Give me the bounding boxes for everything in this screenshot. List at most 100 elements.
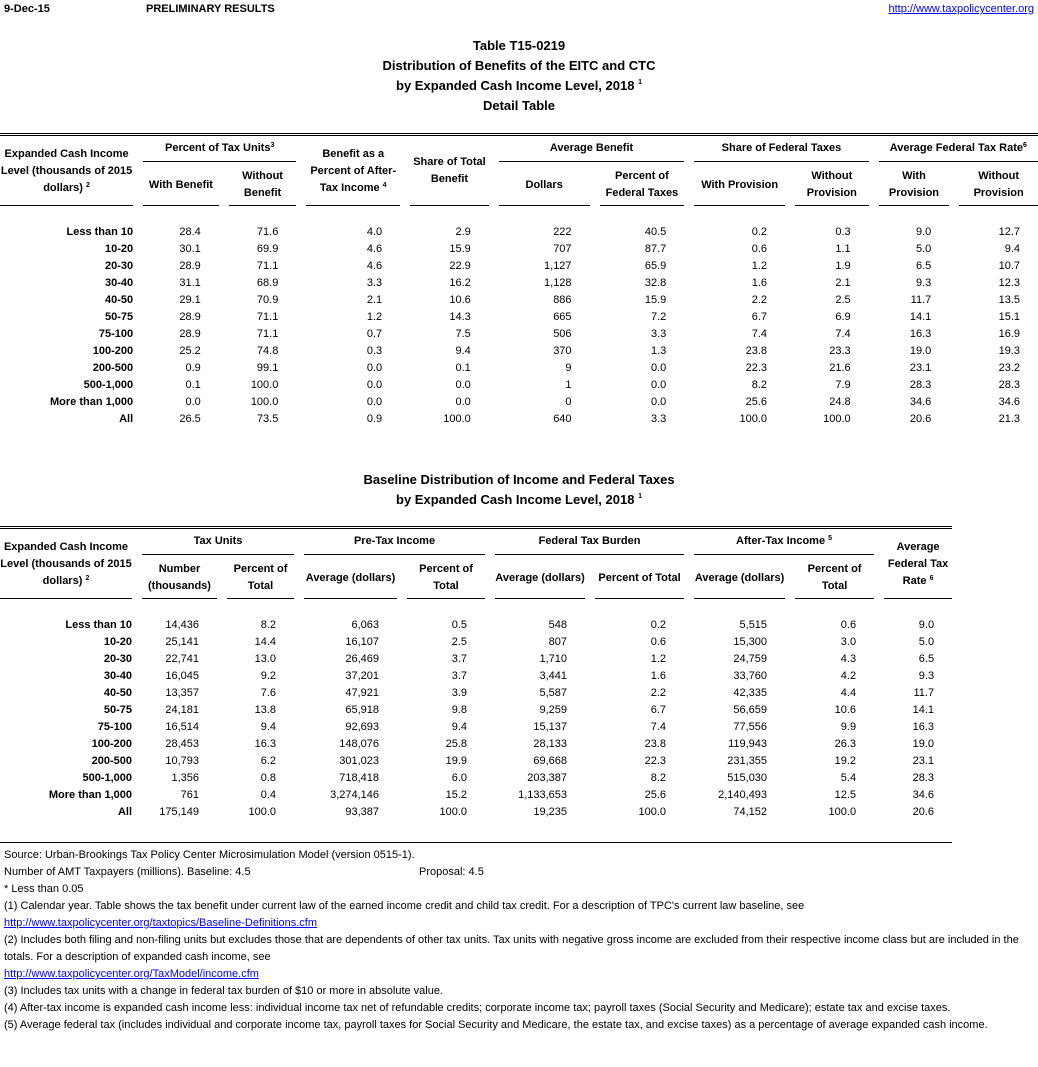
- table-row: 200-500 10,793 6.2 301,023 19.9 69,668 22.3 231…: [0, 753, 952, 770]
- row-label: 20-30: [104, 260, 134, 272]
- table-cell: 23.8: [644, 738, 667, 750]
- table-row: 50-75 24,181 13.8 65,918 9.8 9,259 6.7 56,659 10…: [0, 702, 952, 719]
- table-cell: 21.6: [829, 362, 851, 374]
- table-cell: 6.7: [751, 311, 768, 323]
- table-cell: 0.1: [455, 362, 471, 374]
- table-cell: 42,335: [733, 687, 768, 699]
- pct-total-header: Percent of Total: [795, 555, 875, 599]
- table-cell: 4.6: [366, 260, 383, 272]
- footnote-4: (4) After-tax income is expanded cash in…: [4, 1002, 951, 1014]
- table-cell: 7.2: [650, 311, 667, 323]
- table1-title: Table T15-0219 Distribution of Benefits …: [0, 36, 1038, 116]
- table-cell: 23.2: [998, 362, 1020, 374]
- table-cell: 100.0: [248, 806, 277, 818]
- table-title: Baseline Distribution of Income and Fede…: [363, 472, 675, 487]
- table-cell: 1,128: [544, 277, 572, 289]
- dollars-header: Dollars: [498, 162, 590, 206]
- table-cell: 6.2: [260, 755, 277, 767]
- table-cell: 718,418: [339, 772, 380, 784]
- table-cell: 14.4: [254, 636, 277, 648]
- table-cell: 16.2: [449, 277, 471, 289]
- table-cell: 28.9: [179, 260, 201, 272]
- row-label: 500-1,000: [82, 772, 132, 784]
- table-cell: 9,259: [539, 704, 568, 716]
- average-header: Average (dollars): [304, 555, 398, 599]
- table-cell: 0.9: [185, 362, 201, 374]
- table-cell: 5.4: [840, 772, 857, 784]
- table-cell: 28,133: [533, 738, 568, 750]
- table-cell: 1.1: [835, 243, 851, 255]
- table-cell: 6.0: [451, 772, 468, 784]
- table-cell: 26.5: [179, 413, 201, 425]
- table-cell: 65,918: [345, 704, 380, 716]
- table-cell: 16.3: [912, 721, 935, 733]
- table-cell: 34.6: [912, 789, 935, 801]
- table-cell: 20.6: [912, 806, 935, 818]
- row-label: More than 1,000: [48, 789, 132, 801]
- table-cell: 0.5: [451, 619, 468, 631]
- without-benefit-header: Without Benefit: [228, 162, 297, 206]
- row-label: 40-50: [104, 294, 134, 306]
- table-cell: 28,453: [165, 738, 199, 750]
- source-note: Source: Urban-Brookings Tax Policy Cente…: [4, 849, 415, 861]
- benefits-table: Expanded Cash Income Level (thousands of…: [0, 140, 1038, 428]
- table-subtitle: by Expanded Cash Income Level, 2018: [396, 492, 635, 507]
- table-cell: 6.7: [650, 704, 667, 716]
- table-cell: 9.9: [840, 721, 857, 733]
- table-cell: 7.4: [751, 328, 768, 340]
- baseline-definitions-link[interactable]: http://www.taxpolicycenter.org/taxtopics…: [4, 917, 318, 929]
- table-cell: 222: [553, 226, 572, 238]
- table-cell: 9.4: [260, 721, 277, 733]
- footnote-1: (1) Calendar year. Table shows the tax b…: [4, 900, 805, 912]
- table-cell: 13.8: [254, 704, 277, 716]
- income-level-header: Expanded Cash Income Level (thousands of…: [0, 140, 134, 206]
- table-cell: 26.3: [834, 738, 857, 750]
- table-cell: 515,030: [727, 772, 768, 784]
- table-cell: 1.3: [650, 345, 667, 357]
- table-cell: 37,201: [345, 670, 380, 682]
- table-cell: 33,760: [733, 670, 768, 682]
- share-total-header: Share of Total Benefit: [410, 140, 489, 206]
- table-cell: 8.2: [751, 379, 768, 391]
- without-provision-header: Without Provision: [795, 162, 869, 206]
- row-label: 30-40: [103, 670, 132, 682]
- table-cell: 19,235: [533, 806, 568, 818]
- table-cell: 71.1: [256, 328, 279, 340]
- table-cell: 19.2: [834, 755, 857, 767]
- table-cell: 77,556: [733, 721, 768, 733]
- table-number: Table T15-0219: [472, 38, 566, 53]
- tpc-website-link[interactable]: http://www.taxpolicycenter.org: [888, 3, 1034, 15]
- table-cell: 9.8: [451, 704, 468, 716]
- table-cell: 25,141: [165, 636, 199, 648]
- row-label: 10-20: [104, 243, 134, 255]
- table-cell: 10,793: [165, 755, 199, 767]
- table-cell: 34.6: [909, 396, 932, 408]
- row-label: 75-100: [98, 328, 134, 340]
- table-row: 75-100 16,514 9.4 92,693 9.4 15,137 7.4 77,556 9…: [0, 719, 952, 736]
- table-cell: 0.6: [650, 636, 667, 648]
- table-cell: 203,387: [527, 772, 568, 784]
- table-cell: 16,045: [165, 670, 199, 682]
- table2-title: Baseline Distribution of Income and Fede…: [0, 470, 1038, 510]
- table-cell: 11.7: [910, 294, 932, 306]
- table-cell: 0: [565, 396, 572, 408]
- table-cell: 1,133,653: [518, 789, 568, 801]
- table-row: 40-50 13,357 7.6 47,921 3.9 5,587 2.2 42,335 4.4…: [0, 685, 952, 702]
- table-cell: 2,140,493: [718, 789, 768, 801]
- table-cell: 370: [553, 345, 572, 357]
- income-definition-link[interactable]: http://www.taxpolicycenter.org/TaxModel/…: [4, 968, 259, 980]
- table-cell: 12.5: [834, 789, 857, 801]
- with-benefit-header: With Benefit: [143, 162, 219, 206]
- table-cell: 0.6: [751, 243, 768, 255]
- table-cell: 665: [553, 311, 572, 323]
- table-row: 100-200 28,453 16.3 148,076 25.8 28,133 23.8 11…: [0, 736, 952, 753]
- table-cell: 4.6: [366, 243, 383, 255]
- table-cell: 71.6: [256, 226, 279, 238]
- table-cell: 8.2: [260, 619, 277, 631]
- table-cell: 12.3: [998, 277, 1020, 289]
- table-cell: 28.9: [179, 311, 201, 323]
- table-cell: 15,137: [533, 721, 568, 733]
- table-cell: 0.2: [751, 226, 768, 238]
- row-label: 200-500: [91, 755, 132, 767]
- table-cell: 24,759: [733, 653, 768, 665]
